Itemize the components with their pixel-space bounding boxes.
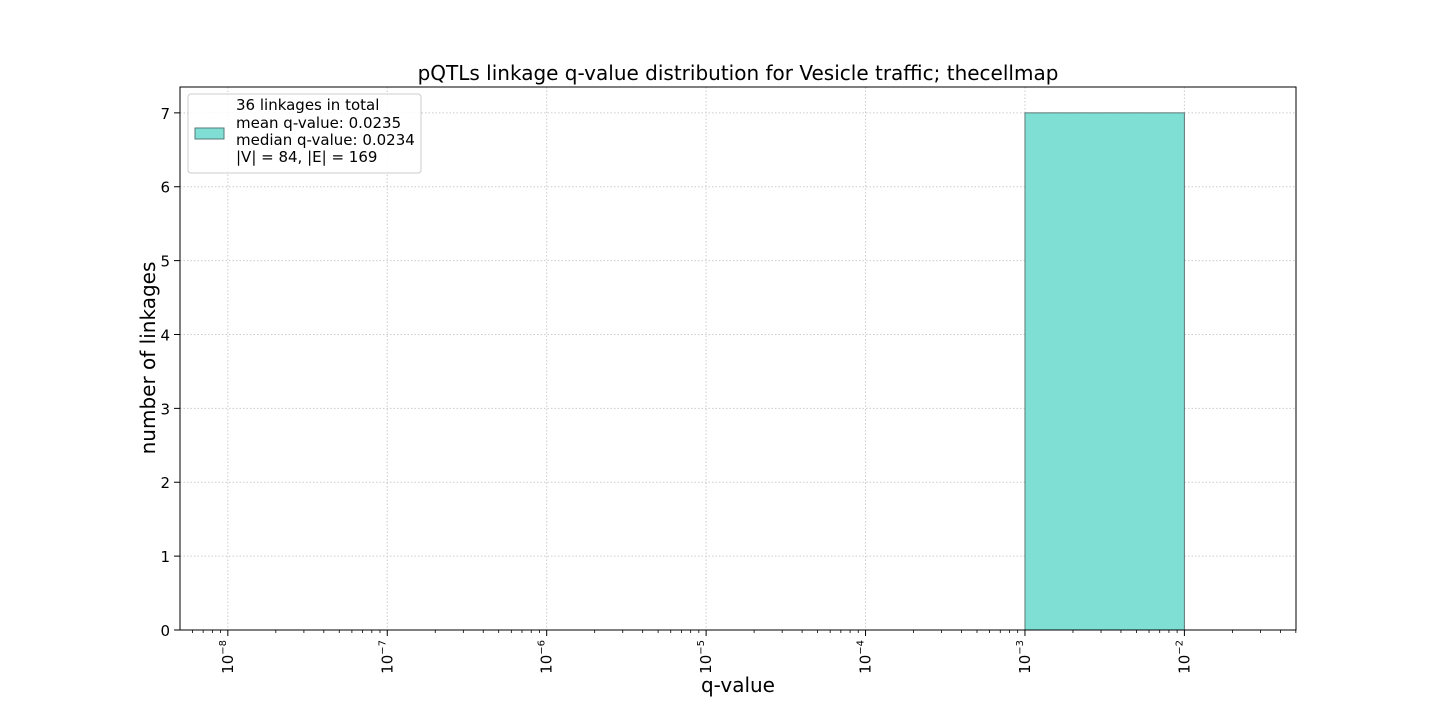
x-tick-label: 10−7 xyxy=(377,640,396,674)
chart-title: pQTLs linkage q-value distribution for V… xyxy=(418,61,1059,85)
legend-line-total: 36 linkages in total xyxy=(236,96,379,114)
y-tick-label: 3 xyxy=(160,400,170,418)
x-tick-label: 10−8 xyxy=(218,640,237,674)
y-tick-label: 4 xyxy=(160,326,170,344)
x-axis-ticks: 10−8 10−7 10−6 10−5 10−4 10−3 10−2 xyxy=(192,630,1297,674)
x-axis-label: q-value xyxy=(701,673,775,697)
legend-line-graph-size: |V| = 84, |E| = 169 xyxy=(236,148,377,166)
legend: 36 linkages in total mean q-value: 0.023… xyxy=(187,93,422,174)
histogram-bar xyxy=(1024,112,1185,631)
y-tick-label: 1 xyxy=(160,548,170,566)
plot-frame xyxy=(179,86,1297,631)
y-axis-ticks: 0 1 2 3 4 5 6 7 xyxy=(160,105,180,640)
y-axis-label: number of linkages xyxy=(136,262,160,455)
y-tick-label: 7 xyxy=(160,105,170,123)
y-tick-label: 5 xyxy=(160,253,170,271)
x-tick-label: 10−6 xyxy=(537,640,556,674)
y-tick-label: 6 xyxy=(160,179,170,197)
legend-box xyxy=(187,93,422,174)
x-tick-label: 10−3 xyxy=(1015,640,1034,674)
bars xyxy=(1024,112,1185,631)
x-tick-label: 10−4 xyxy=(856,640,875,674)
y-tick-label: 0 xyxy=(160,622,170,640)
x-tick-label: 10−2 xyxy=(1174,640,1193,674)
y-tick-label: 2 xyxy=(160,474,170,492)
x-tick-label: 10−5 xyxy=(696,640,715,674)
legend-swatch xyxy=(194,127,225,140)
legend-line-median: median q-value: 0.0234 xyxy=(236,131,415,149)
legend-line-mean: mean q-value: 0.0235 xyxy=(236,114,401,132)
